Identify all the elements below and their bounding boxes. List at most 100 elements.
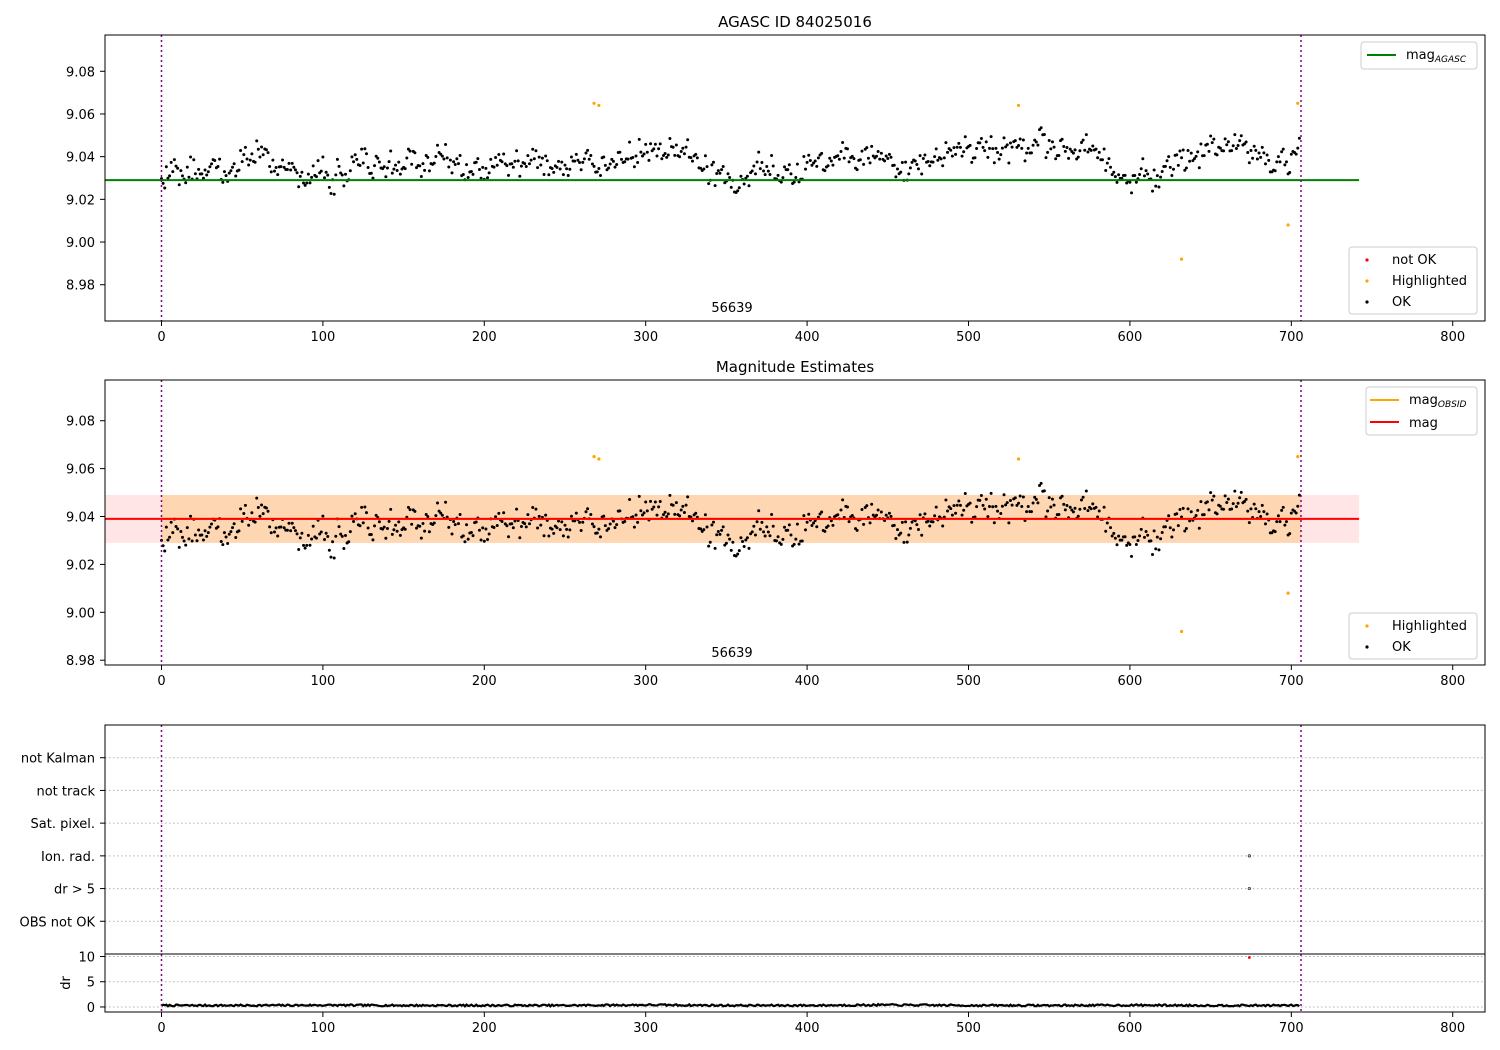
ok-point [340, 173, 344, 177]
ok-point [608, 162, 612, 166]
ok-point [597, 527, 601, 531]
ok-point [839, 508, 843, 512]
ok-point [1017, 501, 1021, 505]
ok-point [293, 168, 297, 172]
ok-point [1254, 507, 1258, 511]
ok-point [285, 168, 289, 172]
ok-point [1289, 511, 1293, 515]
ok-point [343, 534, 347, 538]
ok-point [568, 167, 572, 171]
ok-point [206, 170, 210, 174]
ok-point [1130, 191, 1134, 195]
ok-point [589, 512, 593, 516]
ok-point [569, 155, 573, 159]
dr-line [160, 1002, 1300, 1008]
ok-point [955, 503, 959, 507]
ok-point [1234, 147, 1238, 151]
ok-point [258, 514, 262, 518]
ok-point [655, 154, 659, 158]
ok-point [763, 173, 767, 177]
ok-point [883, 159, 887, 163]
ok-point [579, 168, 583, 172]
ok-point [650, 507, 654, 511]
ok-point [816, 156, 820, 160]
ok-point [968, 501, 972, 505]
ok-point [289, 168, 293, 172]
ok-point [350, 155, 354, 159]
ok-point [363, 147, 367, 151]
ok-point [397, 520, 401, 524]
ok-point [353, 512, 357, 516]
ok-point [946, 509, 950, 513]
ok-point [845, 147, 849, 151]
ok-point [397, 160, 401, 164]
ok-point [574, 152, 578, 156]
ok-point [487, 532, 491, 536]
ok-point [939, 157, 943, 161]
ok-point [920, 172, 924, 176]
ok-point [1112, 531, 1116, 535]
ok-point [1021, 138, 1025, 142]
panel-mag-estimates-title: Magnitude Estimates [716, 358, 874, 376]
ok-point [578, 520, 582, 524]
ok-point [802, 155, 806, 159]
ok-point [260, 145, 264, 149]
ok-point [421, 162, 425, 166]
ok-point [1102, 505, 1106, 509]
ok-point [1039, 126, 1043, 130]
ok-point [353, 153, 357, 157]
ok-point [711, 160, 715, 164]
ok-point [481, 526, 485, 530]
ok-point [437, 509, 441, 513]
ok-point [1202, 513, 1206, 517]
ok-point [1247, 521, 1251, 525]
ok-point [295, 532, 299, 536]
ok-point [1175, 153, 1179, 157]
ok-point [992, 521, 996, 525]
ok-point [973, 156, 977, 160]
ok-point [955, 145, 959, 149]
ok-point [1008, 141, 1012, 145]
ok-point [255, 139, 259, 143]
ok-point [371, 538, 375, 542]
ok-point [563, 523, 567, 527]
ok-point [671, 503, 675, 507]
ok-point [1039, 481, 1043, 485]
ok-point [665, 155, 669, 159]
panel-mag-estimates: Magnitude Estimates 0 100 200 300 400 500 600 7… [66, 358, 1486, 689]
ok-point [1163, 164, 1167, 168]
ok-point [1230, 149, 1234, 153]
ok-point [1212, 494, 1216, 498]
ok-point [653, 142, 657, 146]
ok-point [968, 143, 972, 147]
ok-point [1076, 155, 1080, 159]
ok-point [1281, 505, 1285, 509]
ok-point [678, 514, 682, 518]
ok-point [440, 513, 444, 517]
ok-point [1050, 497, 1054, 501]
ok-point [928, 524, 932, 528]
ok-point [1102, 147, 1106, 151]
highlighted-point [1296, 455, 1300, 459]
ok-point [836, 154, 840, 158]
ok-point [293, 529, 297, 533]
ok-point [1115, 180, 1119, 184]
ok-point [1117, 173, 1121, 177]
ok-point [552, 531, 556, 535]
ok-point [996, 151, 1000, 155]
ok-point [1170, 174, 1174, 178]
ok-point [390, 171, 394, 175]
ok-point [389, 149, 393, 153]
ok-point [526, 154, 530, 158]
ok-point [1005, 501, 1009, 505]
ok-point [815, 525, 819, 529]
ok-point [637, 137, 641, 141]
ok-point [213, 159, 217, 163]
ok-point [1273, 169, 1277, 173]
ok-point [269, 170, 273, 174]
panel-agasc-data [105, 35, 1360, 321]
ok-point [334, 534, 338, 538]
ok-point [201, 176, 205, 180]
ok-point [781, 537, 785, 541]
ok-point [665, 515, 669, 519]
